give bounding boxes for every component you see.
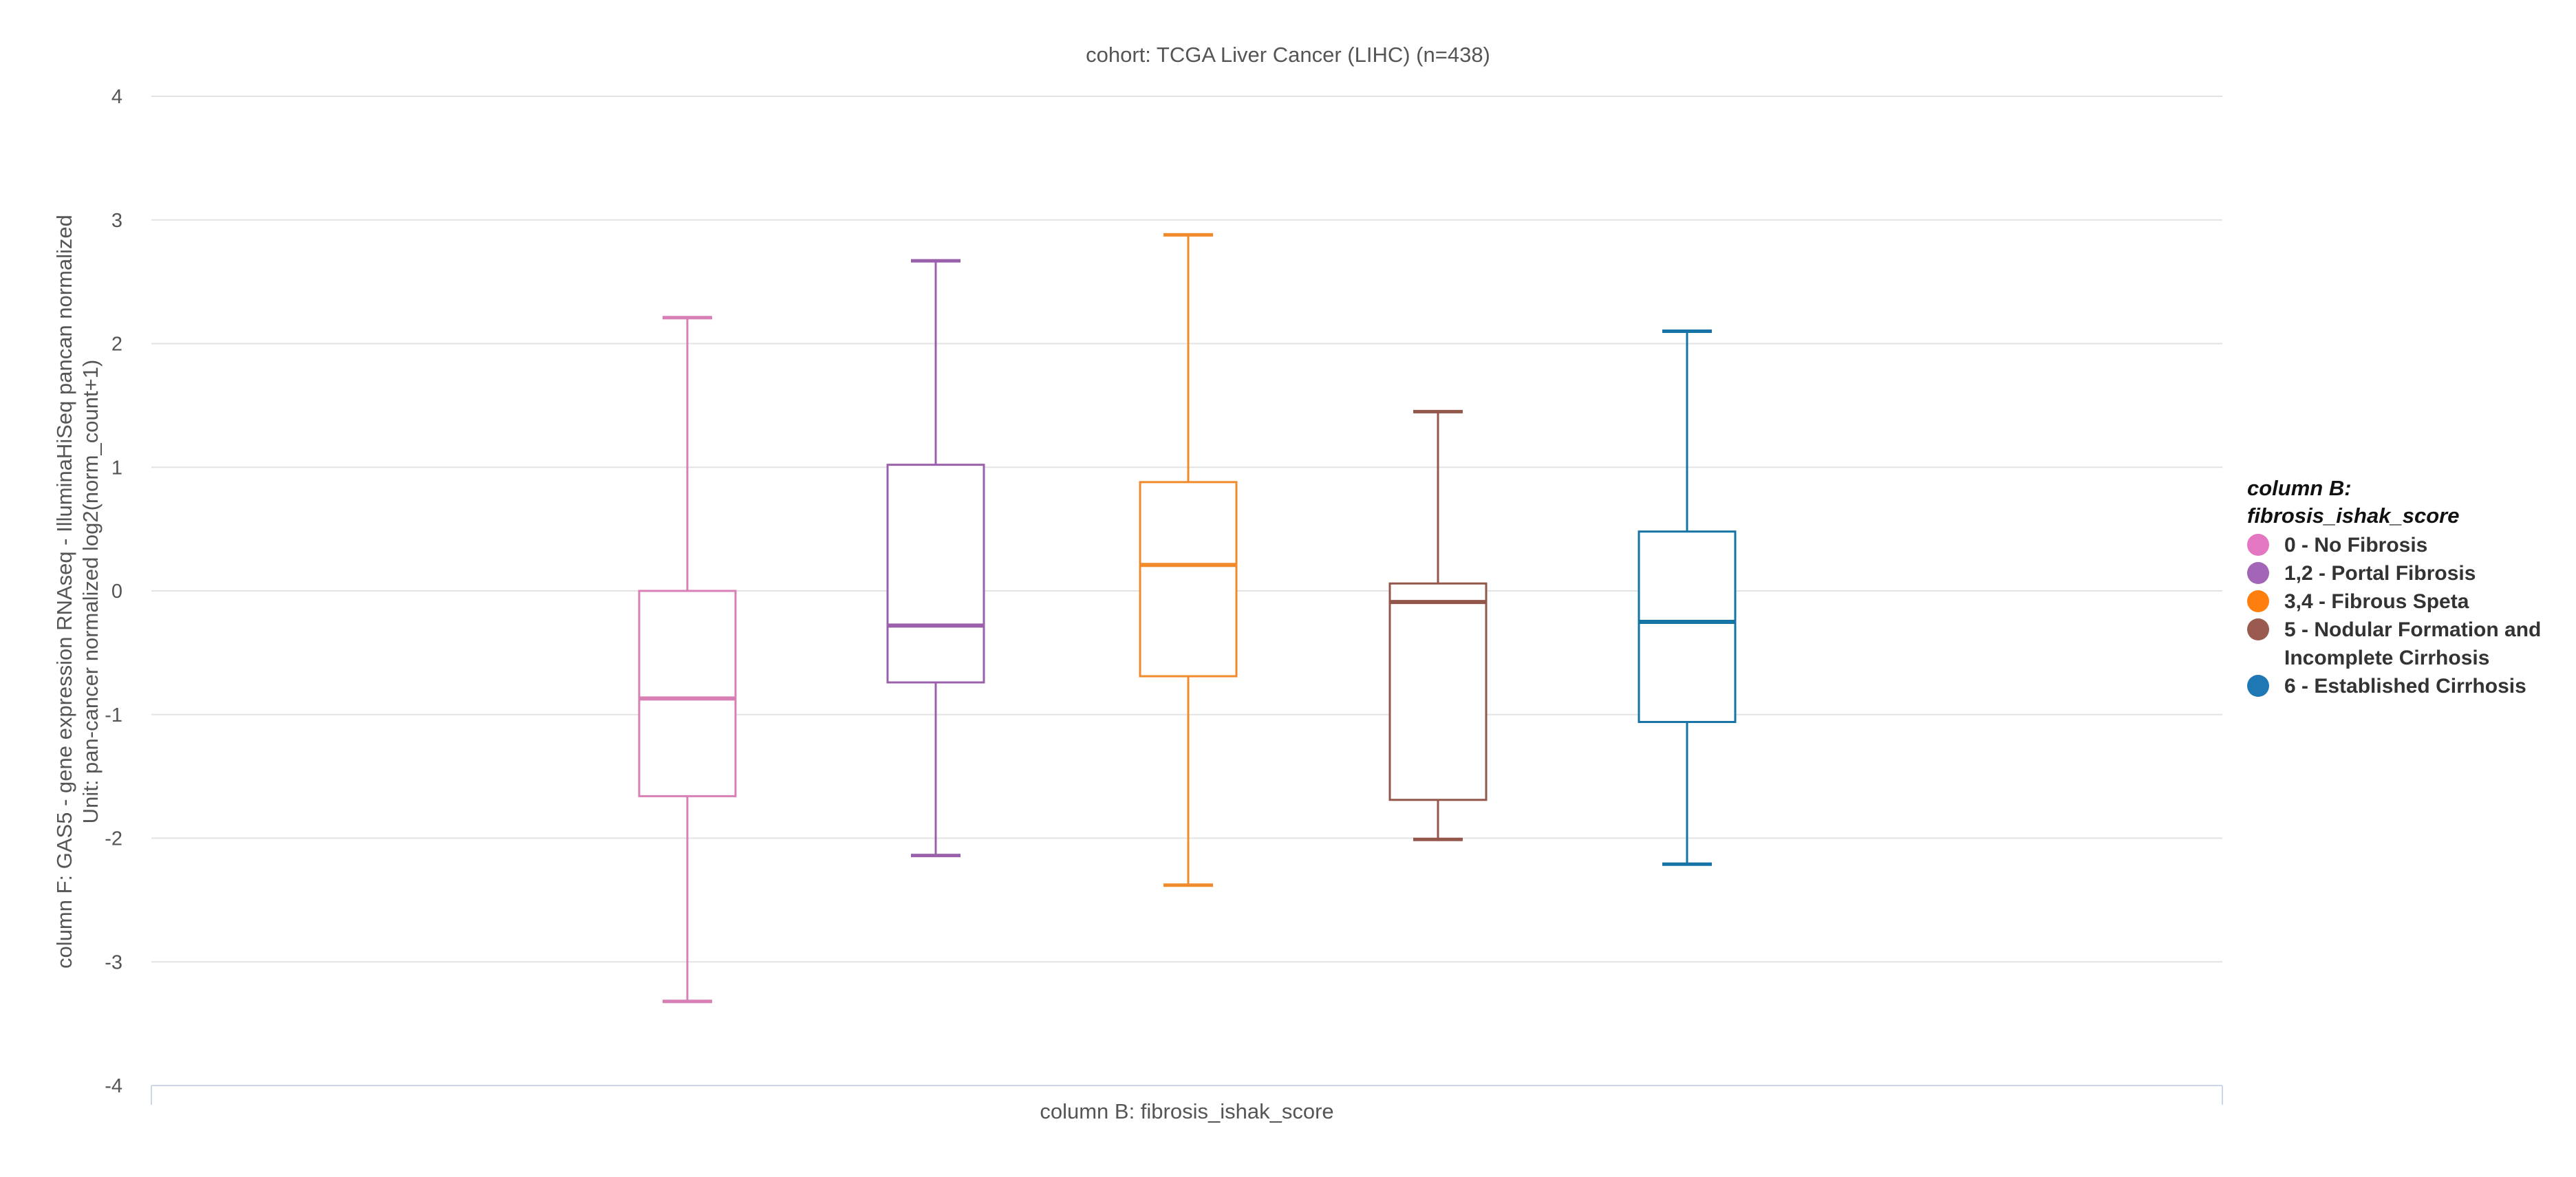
legend-item-label: 0 - No Fibrosis [2284, 534, 2428, 557]
y-tick-label: -2 [105, 828, 122, 850]
chart-title: cohort: TCGA Liver Cancer (LIHC) (n=438) [1086, 43, 1490, 67]
box-iqr [1388, 582, 1488, 801]
x-axis-label: column B: fibrosis_ishak_score [1040, 1099, 1334, 1123]
legend-item-label: 3,4 - Fibrous Speta [2284, 590, 2469, 613]
legend-item[interactable]: 6 - Established Cirrhosis [2247, 672, 2570, 700]
legend: column B: fibrosis_ishak_score 0 - No Fi… [2247, 475, 2570, 700]
box-iqr [886, 464, 985, 684]
legend-item[interactable]: 0 - No Fibrosis [2247, 531, 2570, 559]
y-tick-label: 0 [111, 581, 122, 603]
legend-item-label: 1,2 - Portal Fibrosis [2284, 562, 2476, 585]
y-tick-label: 4 [111, 86, 122, 108]
legend-item[interactable]: 1,2 - Portal Fibrosis [2247, 559, 2570, 587]
y-tick-label: -3 [105, 951, 122, 973]
legend-item[interactable]: 5 - Nodular Formation and Incomplete Cir… [2247, 616, 2570, 672]
y-tick-label: -4 [105, 1075, 122, 1097]
legend-title-line2: fibrosis_ishak_score [2247, 504, 2460, 528]
y-tick-label: 3 [111, 210, 122, 232]
legend-item-label: 6 - Established Cirrhosis [2284, 675, 2526, 698]
y-tick-label: -1 [105, 704, 122, 726]
legend-title-line1: column B: [2247, 476, 2352, 500]
legend-marker-icon [2247, 590, 2269, 612]
y-tick-label: 1 [111, 457, 122, 479]
legend-title: column B: fibrosis_ishak_score [2247, 475, 2570, 530]
box-iqr [1638, 530, 1737, 724]
box-iqr [638, 590, 737, 797]
legend-marker-icon [2247, 675, 2269, 697]
legend-marker-icon [2247, 534, 2269, 556]
legend-marker-icon [2247, 562, 2269, 584]
box-iqr [1139, 481, 1238, 678]
y-tick-label: 2 [111, 334, 122, 356]
legend-marker-icon [2247, 618, 2269, 640]
legend-item-label: 5 - Nodular Formation and Incomplete Cir… [2284, 618, 2542, 669]
legend-item[interactable]: 3,4 - Fibrous Speta [2247, 587, 2570, 616]
